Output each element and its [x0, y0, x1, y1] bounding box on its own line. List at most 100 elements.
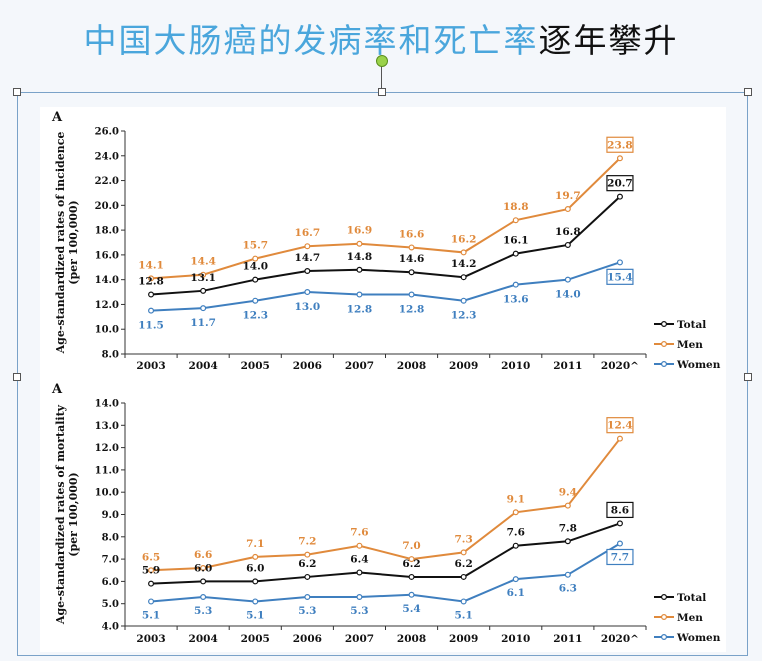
data-label-total: 12.8 [138, 276, 164, 288]
x-tick-label: 2003 [136, 360, 165, 372]
data-label-women: 12.3 [242, 310, 268, 322]
slide-title-part1: 中国大肠癌的发病率和死亡率 [83, 21, 539, 60]
x-tick-label: 2011 [553, 633, 582, 645]
slide-title: 中国大肠癌的发病率和死亡率逐年攀升 [0, 14, 762, 62]
data-label-women: 12.8 [347, 304, 373, 316]
data-point-women [356, 594, 363, 601]
x-tick-label: 2009 [449, 360, 478, 372]
data-point-total [512, 542, 519, 549]
legend-label-women: Women [676, 359, 721, 371]
data-point-total [564, 538, 571, 545]
data-point-men [252, 553, 259, 560]
data-point-women [460, 598, 467, 605]
y-tick-label: 11.0 [95, 465, 119, 476]
legend-label-total: Total [677, 319, 706, 331]
data-label-men: 7.0 [402, 540, 420, 552]
y-tick-label: 16.0 [95, 250, 119, 261]
data-point-men [512, 509, 519, 516]
legend-marker-men [660, 341, 667, 348]
chart-image[interactable]: A 8.0 10.0 12.0 14.0 16.0 18.0 20.0 22.0 24.0 26.0… [40, 107, 726, 652]
x-tick-label: 2020^ [601, 360, 639, 372]
legend-label-total: Total [677, 592, 706, 604]
y-tick-label: 12.0 [95, 300, 119, 311]
resize-handle-top-left[interactable] [13, 88, 21, 96]
data-label-box-men [606, 136, 634, 153]
y-axis-title-line2: (per 100,000) [67, 472, 80, 556]
panel-label: A [51, 382, 63, 397]
data-point-men [408, 244, 415, 251]
y-tick-label: 8.0 [102, 350, 119, 361]
data-label-men: 14.1 [138, 259, 164, 271]
data-label-men: 7.3 [455, 533, 473, 545]
data-point-total [408, 573, 415, 580]
y-tick-label: 6.0 [102, 577, 119, 588]
data-point-total [356, 569, 363, 576]
y-tick-label: 5.0 [102, 599, 119, 610]
resize-handle-top-right[interactable] [744, 88, 752, 96]
chart-svg: A 8.0 10.0 12.0 14.0 16.0 18.0 20.0 22.0 24.0 26.0… [51, 110, 721, 645]
y-tick-label: 14.0 [95, 399, 119, 410]
y-tick-label: 24.0 [95, 151, 119, 162]
legend-marker-total [660, 594, 667, 601]
y-tick-label: 18.0 [95, 226, 119, 237]
data-label-women: 14.0 [555, 289, 581, 301]
x-tick-label: 2004 [189, 633, 218, 645]
data-point-women [252, 297, 259, 304]
y-axis-title-line1: Age-standardized rates of mortality [54, 404, 67, 625]
rotate-handle-stem [381, 66, 382, 90]
legend-label-men: Men [677, 339, 703, 351]
x-tick-label: 2011 [553, 360, 582, 372]
data-point-women [408, 591, 415, 598]
data-label-total: 6.2 [402, 558, 420, 570]
data-label-total: 6.0 [246, 562, 264, 574]
data-point-women [200, 305, 207, 312]
data-point-men [304, 551, 311, 558]
y-tick-label: 10.0 [95, 488, 119, 499]
data-point-men [252, 255, 259, 262]
series-line-men [150, 157, 621, 280]
data-point-women [564, 571, 571, 578]
y-tick-label: 14.0 [95, 275, 119, 286]
data-label-women: 5.1 [246, 609, 264, 621]
data-label-total: 14.6 [399, 253, 425, 265]
data-point-total [304, 573, 311, 580]
x-tick-label: 2006 [293, 633, 322, 645]
data-point-total [200, 578, 207, 585]
x-tick-label: 2008 [397, 633, 426, 645]
data-point-total [564, 241, 571, 248]
data-label-total: 14.2 [451, 258, 477, 270]
x-tick-label: 2008 [397, 360, 426, 372]
data-point-women [200, 594, 207, 601]
data-label-women: 11.7 [190, 317, 216, 329]
y-tick-label: 7.0 [102, 555, 119, 566]
data-point-total [304, 267, 311, 274]
data-label-total: 16.8 [555, 226, 581, 238]
series-line-women [150, 542, 621, 603]
data-label-women: 7.7 [611, 551, 629, 563]
data-point-total [460, 573, 467, 580]
data-point-men [148, 567, 155, 574]
data-point-total [616, 193, 623, 200]
resize-handle-right[interactable] [744, 373, 752, 381]
data-label-women: 5.1 [142, 609, 160, 621]
data-label-men: 7.6 [350, 527, 368, 539]
data-label-men: 15.7 [242, 240, 268, 252]
data-label-men: 6.5 [142, 551, 160, 563]
data-point-men [616, 155, 623, 162]
series-line-women [151, 261, 621, 312]
x-tick-label: 2004 [189, 360, 218, 372]
legend-label-men: Men [677, 612, 703, 624]
resize-handle-left[interactable] [13, 373, 21, 381]
rotate-handle[interactable] [376, 55, 388, 67]
data-point-women [304, 594, 311, 601]
data-label-men: 16.6 [399, 228, 425, 240]
data-point-men [564, 502, 571, 509]
data-label-total: 8.6 [611, 504, 629, 516]
slide-title-part2: 逐年攀升 [538, 21, 679, 60]
data-point-men [408, 556, 415, 563]
data-label-women: 5.4 [402, 603, 420, 615]
x-tick-label: 2005 [241, 633, 270, 645]
data-label-box-total [606, 175, 634, 192]
y-tick-label: 12.0 [95, 443, 119, 454]
resize-handle-top[interactable] [378, 88, 386, 96]
